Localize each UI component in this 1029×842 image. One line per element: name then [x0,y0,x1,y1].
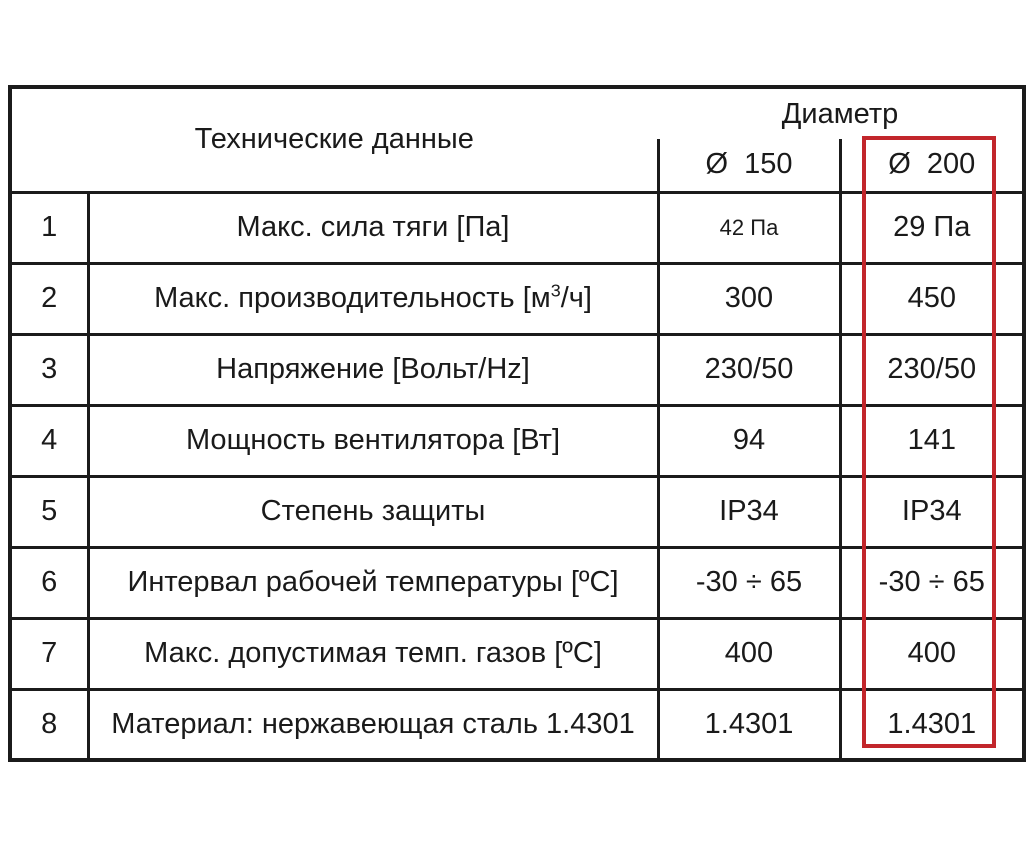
row-label: Мощность вентилятора [Вт] [86,403,660,478]
row-number: 2 [8,261,90,336]
value-d200: -30 ÷ 65 [838,545,1026,620]
table-row: 7 Макс. допустимая темп. газов [ºC] 400 … [8,616,1026,691]
header-diameter: Диаметр [658,85,1026,139]
row-number: 5 [8,474,90,549]
row-label: Напряжение [Вольт/Hz] [86,332,660,407]
row-label: Степень защиты [86,474,660,549]
header-diameter-200: Ø 200 [838,139,1026,194]
value-d150: 1.4301 [656,687,842,762]
table-row: 8 Материал: нержавеющая сталь 1.4301 1.4… [8,687,1026,762]
header-diameter-150: Ø 150 [656,139,842,194]
row-label: Макс. производительность [м3/ч] [86,261,660,336]
row-label: Интервал рабочей температуры [ºC] [86,545,660,620]
value-d150: 230/50 [656,332,842,407]
value-d200: 230/50 [838,332,1026,407]
row-number: 7 [8,616,90,691]
value-d150: IP34 [656,474,842,549]
header-technical-data: Технические данные [8,85,658,194]
value-d150: 300 [656,261,842,336]
value-d150: 94 [656,403,842,478]
value-d150: 400 [656,616,842,691]
header-row-top: Технические данные Диаметр [8,85,1026,194]
table-row: 2 Макс. производительность [м3/ч] 300 45… [8,261,1026,336]
value-d200: 1.4301 [838,687,1026,762]
row-label-text: Макс. производительность [м [154,282,551,314]
row-number: 1 [8,190,90,265]
table-row: 3 Напряжение [Вольт/Hz] 230/50 230/50 [8,332,1026,407]
row-label: Макс. допустимая темп. газов [ºC] [86,616,660,691]
value-d200: 450 [838,261,1026,336]
value-d200: 29 Па [838,190,1026,265]
table-row: 1 Макс. сила тяги [Па] 42 Па 29 Па [8,190,1026,265]
row-label: Макс. сила тяги [Па] [86,190,660,265]
value-d200: 400 [838,616,1026,691]
table-row: 6 Интервал рабочей температуры [ºC] -30 … [8,545,1026,620]
value-d200: 141 [838,403,1026,478]
row-number: 8 [8,687,90,762]
table-row: 4 Мощность вентилятора [Вт] 94 141 [8,403,1026,478]
value-d150: -30 ÷ 65 [656,545,842,620]
row-label: Материал: нержавеющая сталь 1.4301 [86,687,660,762]
row-number: 4 [8,403,90,478]
row-number: 3 [8,332,90,407]
superscript-3: 3 [550,280,561,301]
technical-data-table: Технические данные Диаметр Ø 150 Ø 200 1… [8,85,1027,762]
value-d200: IP34 [838,474,1026,549]
row-number: 6 [8,545,90,620]
table-row: 5 Степень защиты IP34 IP34 [8,474,1026,549]
row-label-text: /ч] [560,282,592,314]
value-d150: 42 Па [656,190,842,265]
